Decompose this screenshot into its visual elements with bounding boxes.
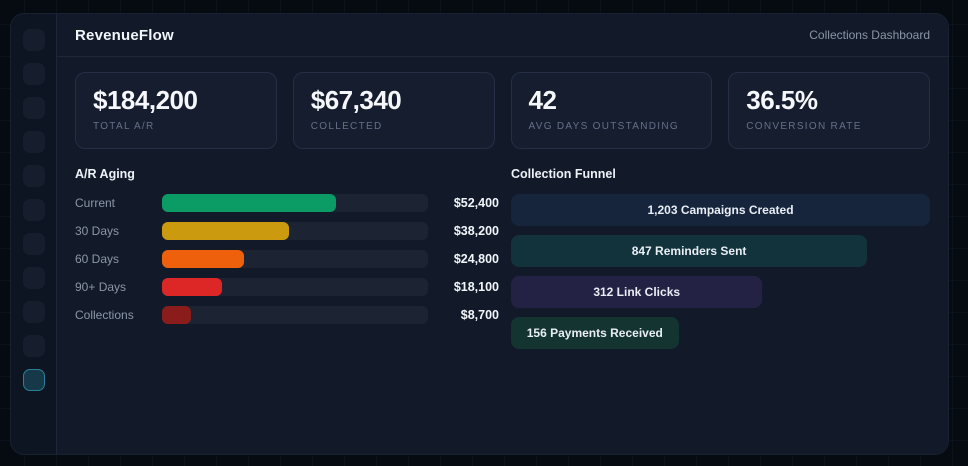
sidebar-item-3[interactable] (22, 97, 45, 119)
aging-value-label: $18,100 (453, 280, 499, 294)
ar-aging-title: A/R Aging (75, 167, 135, 181)
sidebar-item-4[interactable] (22, 131, 45, 153)
collection-funnel-chart: Collection Funnel 1,203 Campaigns Create… (511, 165, 930, 358)
stat-label: TOTAL A/R (93, 121, 155, 132)
aging-category-label: 60 Days (75, 252, 120, 266)
aging-category-label: 90+ Days (75, 280, 127, 294)
aging-bar-track (162, 306, 428, 324)
app-title: RevenueFlow (75, 26, 174, 44)
stat-card-conversion: 36.5% CONVERSION RATE (728, 72, 930, 149)
aging-value-label: $8,700 (460, 308, 499, 322)
aging-row-30-days: 30 Days $38,200 (75, 222, 499, 240)
funnel-stage-reminders-sent[interactable]: 847 Reminders Sent (511, 235, 868, 267)
stat-cards-row: $184,200 TOTAL A/R $67,340 COLLECTED 42 … (75, 72, 930, 149)
stat-value: $184,200 (93, 85, 198, 115)
ar-aging-chart: A/R Aging Current $52,400 30 Days $ (75, 165, 499, 358)
content-panel: RevenueFlow Collections Dashboard $184,2… (56, 14, 948, 454)
page-subtitle: Collections Dashboard (809, 28, 930, 42)
sidebar-item-1[interactable] (22, 29, 45, 51)
aging-value-label: $52,400 (453, 196, 499, 210)
aging-bar (162, 278, 223, 296)
stat-value: 42 (528, 85, 557, 115)
app-window: RevenueFlow Collections Dashboard $184,2… (10, 13, 949, 455)
stat-value: $67,340 (310, 85, 402, 115)
funnel-stage-link-clicks[interactable]: 312 Link Clicks (511, 276, 763, 308)
aging-value-label: $24,800 (453, 252, 499, 266)
aging-category-label: 30 Days (75, 224, 120, 238)
sidebar-item-9[interactable] (22, 301, 45, 323)
aging-bar (162, 222, 289, 240)
stat-label: COLLECTED (310, 121, 383, 132)
aging-bar (162, 250, 245, 268)
main-area: $184,200 TOTAL A/R $67,340 COLLECTED 42 … (57, 57, 948, 358)
sidebar-item-2[interactable] (22, 63, 45, 85)
sidebar-item-11-active[interactable] (22, 369, 45, 391)
aging-row-current: Current $52,400 (75, 194, 499, 212)
stat-label: AVG DAYS OUTSTANDING (528, 121, 679, 132)
sidebar-nav (11, 14, 56, 454)
header-bar: RevenueFlow Collections Dashboard (57, 14, 948, 57)
aging-row-90-days: 90+ Days $18,100 (75, 278, 499, 296)
funnel-stage-campaigns-created[interactable]: 1,203 Campaigns Created (511, 194, 930, 226)
funnel-stage-payments-received[interactable]: 156 Payments Received (511, 317, 679, 349)
aging-bar-track (162, 222, 428, 240)
aging-category-label: Current (75, 196, 116, 210)
aging-category-label: Collections (75, 308, 134, 322)
stat-value: 36.5% (746, 85, 818, 115)
stat-card-total-ar: $184,200 TOTAL A/R (75, 72, 277, 149)
sidebar-item-7[interactable] (22, 233, 45, 255)
collection-funnel-title: Collection Funnel (511, 167, 616, 181)
sidebar-item-8[interactable] (22, 267, 45, 289)
aging-bar-track (162, 250, 428, 268)
aging-bar-track (162, 278, 428, 296)
sidebar-item-6[interactable] (22, 199, 45, 221)
stat-card-avg-days: 42 AVG DAYS OUTSTANDING (510, 72, 713, 149)
aging-value-label: $38,200 (453, 224, 499, 238)
charts-row: A/R Aging Current $52,400 30 Days $ (75, 165, 930, 358)
aging-row-collections: Collections $8,700 (75, 306, 499, 324)
aging-bar (162, 306, 191, 324)
aging-bar-track (162, 194, 428, 212)
stat-label: CONVERSION RATE (746, 121, 862, 132)
aging-bar (162, 194, 337, 212)
sidebar-item-10[interactable] (22, 335, 45, 357)
aging-row-60-days: 60 Days $24,800 (75, 250, 499, 268)
sidebar-item-5[interactable] (22, 165, 45, 187)
stat-card-collected: $67,340 COLLECTED (292, 72, 495, 149)
